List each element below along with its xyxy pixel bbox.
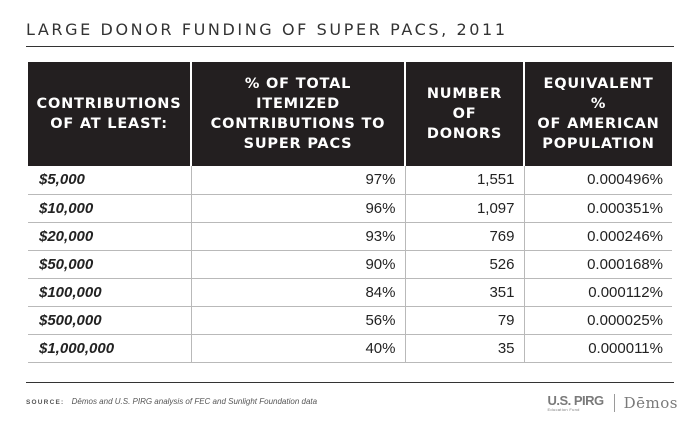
donor-count-cell: 351 [404, 277, 525, 307]
us-pirg-logo-wordmark: U.S. PIRG [547, 393, 604, 408]
header-line: OF AMERICAN [537, 116, 660, 132]
percent-total-cell: 97% [190, 166, 406, 195]
percent-total-cell: 90% [190, 249, 406, 279]
source-note: SOURCE: Dēmos and U.S. PIRG analysis of … [26, 397, 317, 406]
header-contributions: CONTRIBUTIONS OF AT LEAST: [28, 62, 192, 166]
source-text: Dēmos and U.S. PIRG analysis of FEC and … [71, 397, 318, 406]
table-row: $50,000 90% 526 0.000168% [28, 249, 672, 279]
donor-table: CONTRIBUTIONS OF AT LEAST: % OF TOTAL IT… [28, 62, 672, 363]
contribution-threshold-cell: $20,000 [28, 221, 192, 251]
page-title: LARGE DONOR FUNDING OF SUPER PACS, 2011 [26, 20, 508, 39]
contribution-threshold-cell: $10,000 [28, 193, 192, 223]
donor-count-cell: 1,551 [404, 166, 525, 195]
percent-total-cell: 84% [190, 277, 406, 307]
contribution-threshold-cell: $1,000,000 [28, 333, 192, 363]
population-percent-cell: 0.000025% [523, 305, 672, 335]
source-label: SOURCE: [26, 399, 65, 406]
contribution-threshold-cell: $5,000 [28, 166, 192, 195]
us-pirg-logo: U.S. PIRG Education Fund [547, 393, 604, 412]
percent-total-cell: 40% [190, 333, 406, 363]
population-percent-cell: 0.000011% [523, 333, 672, 363]
header-line: EQUIVALENT % [543, 76, 654, 112]
title-divider [26, 46, 674, 47]
header-number-donors: NUMBER OF DONORS [405, 62, 525, 166]
donor-count-cell: 1,097 [404, 193, 525, 223]
header-line: OF AT LEAST: [50, 116, 168, 132]
population-percent-cell: 0.000168% [523, 249, 672, 279]
population-percent-cell: 0.000246% [523, 221, 672, 251]
donor-count-cell: 769 [404, 221, 525, 251]
population-percent-cell: 0.000496% [523, 166, 672, 195]
table-row: $20,000 93% 769 0.000246% [28, 221, 672, 251]
header-line: DONORS [426, 126, 503, 142]
population-percent-cell: 0.000351% [523, 193, 672, 223]
percent-total-cell: 96% [190, 193, 406, 223]
header-line: SUPER PACS [243, 136, 353, 152]
header-row: CONTRIBUTIONS OF AT LEAST: % OF TOTAL IT… [28, 62, 672, 166]
header-equivalent-percent: EQUIVALENT % OF AMERICAN POPULATION [524, 62, 672, 166]
donor-count-cell: 526 [404, 249, 525, 279]
header-percent-total: % OF TOTAL ITEMIZED CONTRIBUTIONS TO SUP… [191, 62, 406, 166]
percent-total-cell: 93% [190, 221, 406, 251]
contribution-threshold-cell: $50,000 [28, 249, 192, 279]
donor-count-cell: 35 [404, 333, 525, 363]
demos-logo: Dēmos [623, 394, 678, 412]
contribution-threshold-cell: $500,000 [28, 305, 192, 335]
table-row: $5,000 97% 1,551 0.000496% [28, 166, 672, 195]
logo-separator [613, 394, 615, 412]
header-line: NUMBER OF [426, 86, 503, 122]
header-line: CONTRIBUTIONS TO [210, 116, 386, 132]
footer-divider [26, 382, 674, 383]
contribution-threshold-cell: $100,000 [28, 277, 192, 307]
population-percent-cell: 0.000112% [523, 277, 672, 307]
table-header: CONTRIBUTIONS OF AT LEAST: % OF TOTAL IT… [28, 62, 672, 166]
percent-total-cell: 56% [190, 305, 406, 335]
header-line: % OF TOTAL ITEMIZED [244, 76, 352, 112]
footer-logos: U.S. PIRG Education Fund Dēmos [547, 390, 678, 416]
table-row: $500,000 56% 79 0.000025% [28, 305, 672, 335]
table-row: $1,000,000 40% 35 0.000011% [28, 333, 672, 363]
us-pirg-logo-tagline: Education Fund [547, 407, 580, 412]
table-row: $10,000 96% 1,097 0.000351% [28, 193, 672, 223]
donor-count-cell: 79 [404, 305, 525, 335]
table-row: $100,000 84% 351 0.000112% [28, 277, 672, 307]
header-line: POPULATION [542, 136, 655, 152]
table-body: $5,000 97% 1,551 0.000496% $10,000 96% 1… [28, 166, 672, 363]
header-line: CONTRIBUTIONS [36, 96, 182, 112]
